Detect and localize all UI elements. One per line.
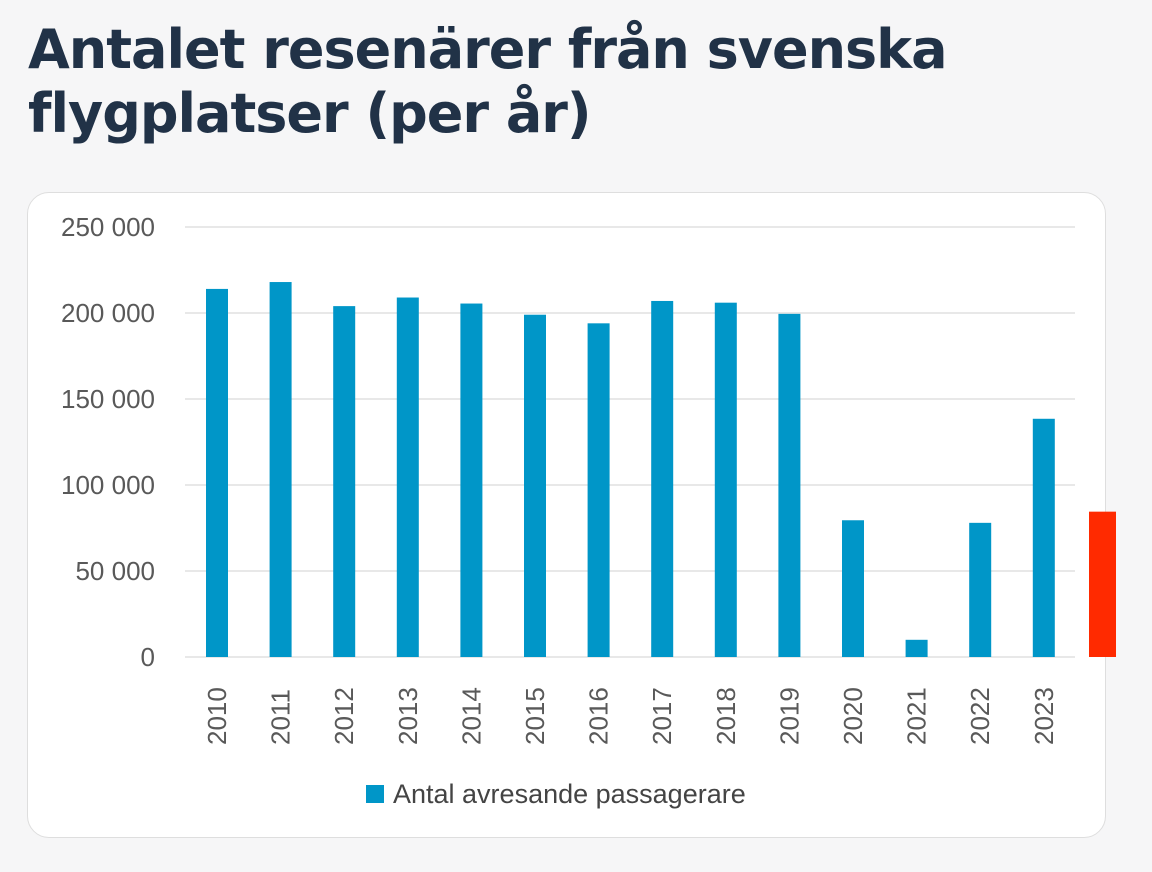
y-tick-label: 250 000 [61, 212, 155, 242]
highlight-layer [1089, 511, 1116, 657]
y-tick-label: 0 [141, 642, 155, 672]
bar-2019 [778, 313, 801, 657]
page-title: Antalet resenärer från svenska flygplats… [28, 18, 948, 145]
x-tick-label: 2022 [965, 687, 995, 745]
highlight-marker [1089, 511, 1116, 657]
x-tick-label: 2023 [1029, 687, 1059, 745]
x-tick-label: 2014 [456, 687, 486, 745]
bars [206, 282, 1055, 657]
bar-2022 [969, 522, 992, 657]
x-tick-label: 2017 [647, 687, 677, 745]
x-tick-label: 2015 [520, 687, 550, 745]
x-tick-label: 2011 [266, 689, 296, 745]
bar-2014 [460, 303, 483, 657]
bar-2011 [269, 282, 292, 657]
x-tick-label: 2020 [838, 687, 868, 745]
bar-2020 [842, 520, 864, 657]
bar-2012 [333, 306, 356, 657]
y-tick-label: 50 000 [75, 556, 155, 586]
y-tick-label: 200 000 [61, 298, 155, 328]
legend: Antal avresande passagerare [366, 777, 746, 811]
x-tick-label: 2016 [584, 687, 614, 745]
bar-2018 [714, 302, 737, 657]
x-tick-label: 2019 [774, 687, 804, 745]
y-tick-label: 150 000 [61, 384, 155, 414]
x-axis-ticks: 2010 2011 2012 2013 2014 2015 2016 2017 2018 2019… [202, 687, 1059, 745]
x-tick-label: 2013 [393, 687, 423, 745]
x-tick-label: 2010 [202, 687, 232, 745]
legend-swatch [366, 785, 384, 803]
y-axis-ticks: 0 50 000 100 000 150 000 200 000 250 000 [61, 212, 155, 672]
bar-2010 [206, 288, 228, 657]
y-tick-label: 100 000 [61, 470, 155, 500]
bar-2023 [1032, 418, 1055, 657]
bar-2013 [396, 297, 419, 657]
bar-2015 [524, 314, 546, 657]
x-tick-label: 2012 [329, 687, 359, 745]
x-tick-label: 2021 [902, 687, 932, 745]
x-tick-label: 2018 [711, 687, 741, 745]
bar-2017 [651, 300, 674, 657]
legend-label: Antal avresande passagerare [393, 778, 746, 809]
bar-2016 [587, 323, 610, 657]
bar-2021 [905, 639, 928, 657]
gridlines [185, 226, 1075, 658]
